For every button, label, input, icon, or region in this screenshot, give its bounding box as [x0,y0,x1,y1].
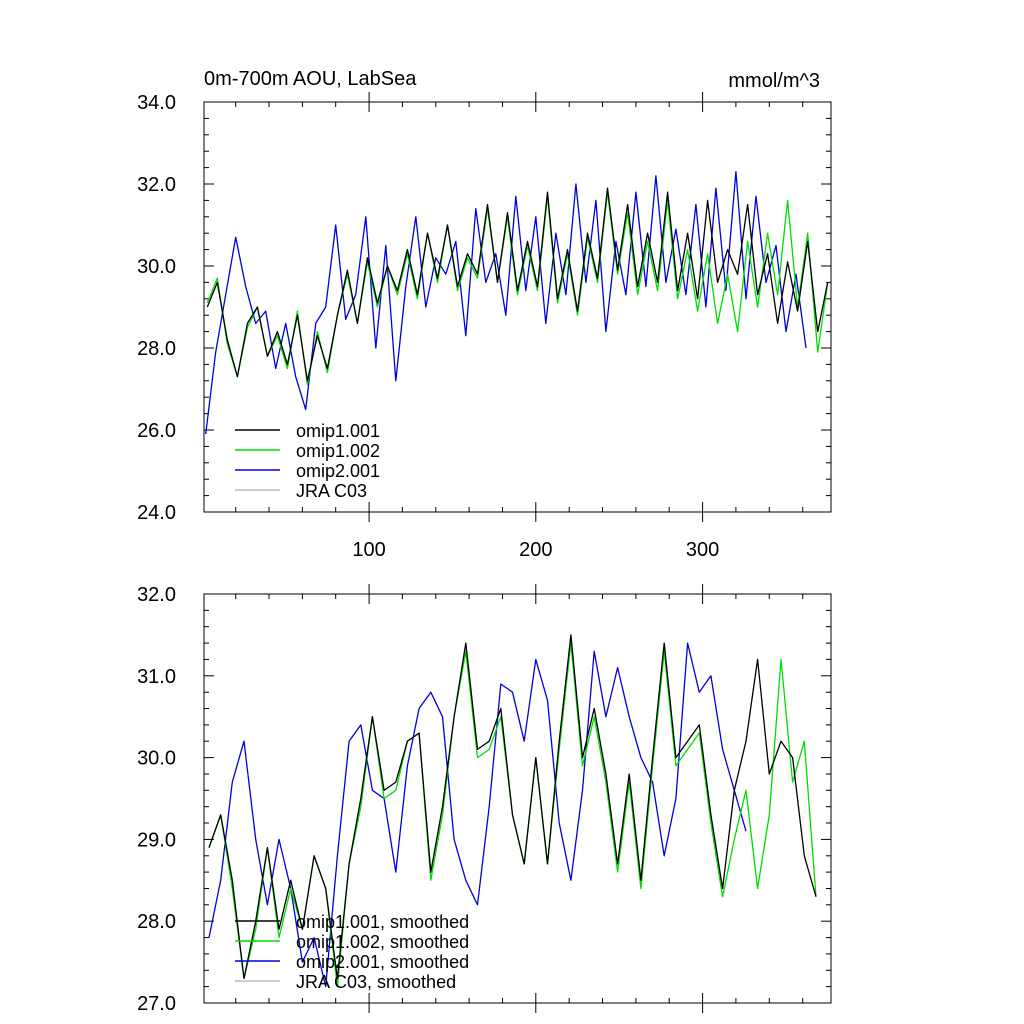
bottom-y-tick-label: 31.0 [137,666,176,688]
bottom-legend-label: JRA C03, smoothed [296,972,456,992]
top-title: 0m-700m AOU, LabSea [204,68,417,90]
top-plot-frame [203,101,832,513]
top-y-tick-label: 32.0 [137,174,176,196]
top-series-group [205,171,829,435]
bottom-axis-ticks: 27.0 28.0 29.0 30.0 31.0 32.0 [137,584,831,1015]
top-series-line-omip2-001 [205,171,807,435]
bottom-plot-frame [203,593,832,1004]
bottom-legend-label: omip2.001, smoothed [296,952,469,972]
top-legend-label: omip1.002 [296,441,380,461]
bottom-y-tick-label: 29.0 [137,829,176,851]
top-x-tick-label: 100 [352,539,385,561]
top-legend-label: omip2.001 [296,461,380,481]
bottom-legend-label: omip1.002, smoothed [296,932,469,952]
bottom-legend-label: omip1.001, smoothed [296,912,469,932]
top-y-tick-label: 24.0 [137,502,176,524]
top-legend-label: JRA C03 [296,481,367,501]
bottom-y-tick-label: 27.0 [137,993,176,1015]
bottom-series-line-omip1-001-smoothed [208,634,817,980]
top-panel: 0m-700m AOU, LabSea mmol/m^3 24.0 26.0 28.… [137,68,832,561]
top-x-tick-label: 300 [686,539,719,561]
top-x-tick-label: 200 [519,539,552,561]
bottom-panel: 27.0 28.0 29.0 30.0 31.0 32.0 omip1.001, smoo… [137,584,832,1015]
bottom-series-group [208,634,817,988]
bottom-series-line-omip2-001-smoothed [208,642,747,988]
top-y-tick-label: 30.0 [137,256,176,278]
bottom-y-tick-label: 28.0 [137,911,176,933]
top-axis-ticks: 24.0 26.0 28.0 30.0 32.0 34.0 100 200 300 [137,92,831,561]
top-legend-label: omip1.001 [296,421,380,441]
bottom-y-tick-label: 30.0 [137,748,176,770]
top-units: mmol/m^3 [728,70,820,92]
top-series-line-omip1-001 [206,187,829,382]
top-y-tick-label: 26.0 [137,420,176,442]
bottom-y-tick-label: 32.0 [137,584,176,606]
top-y-tick-label: 34.0 [137,92,176,114]
top-y-tick-label: 28.0 [137,338,176,360]
